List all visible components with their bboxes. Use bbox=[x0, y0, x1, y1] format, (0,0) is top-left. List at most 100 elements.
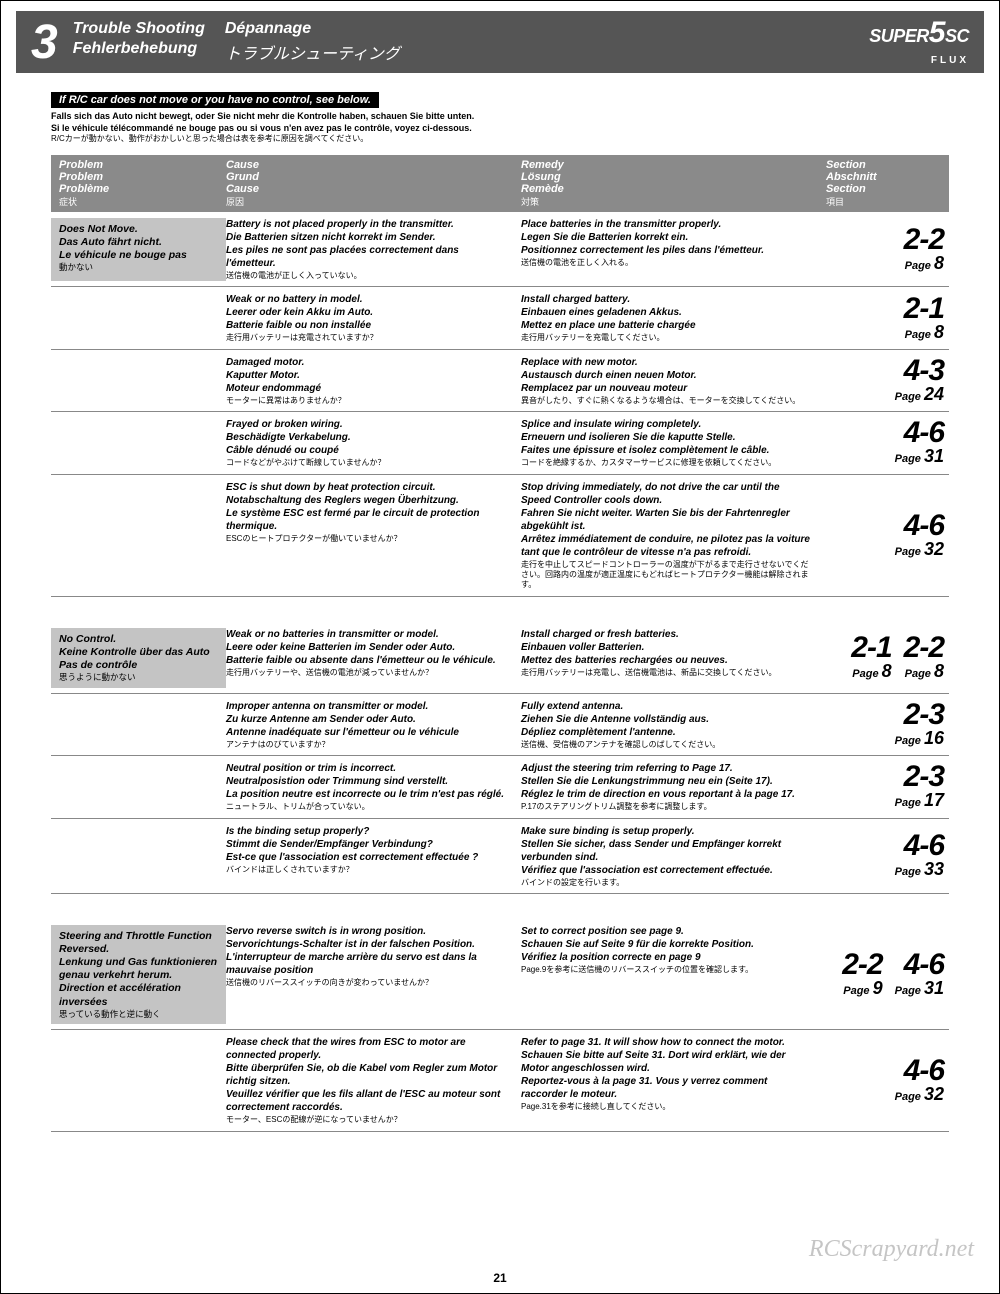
th-label: Lösung bbox=[521, 171, 821, 183]
logo-sc: SC bbox=[945, 26, 969, 46]
th-label: Problem bbox=[59, 159, 226, 171]
group-gap bbox=[16, 1132, 984, 1157]
problem-spacer bbox=[51, 293, 226, 343]
th-label: Problème bbox=[59, 183, 226, 195]
chapter-number: 3 bbox=[31, 15, 58, 70]
group-gap bbox=[16, 597, 984, 622]
section-cell: 4-3Page 24 bbox=[821, 356, 949, 406]
problem-spacer bbox=[51, 700, 226, 750]
chapter-titles: Trouble Shooting Dépannage Fehlerbehebun… bbox=[73, 20, 400, 64]
watermark: RCScrapyard.net bbox=[809, 1236, 974, 1263]
remedy-cell: Set to correct position see page 9.Schau… bbox=[521, 925, 821, 1024]
cause-cell: Improper antenna on transmitter or model… bbox=[226, 700, 521, 750]
group-gap bbox=[16, 894, 984, 919]
table-row: No Control.Keine Kontrolle über das Auto… bbox=[51, 622, 949, 694]
section-ref: 2-3Page 17 bbox=[895, 763, 944, 811]
problem-cell: Does Not Move.Das Auto fährt nicht.Le vé… bbox=[51, 218, 226, 281]
th-label: 対策 bbox=[521, 195, 821, 208]
problem-spacer bbox=[51, 825, 226, 888]
cause-cell: Frayed or broken wiring.Beschädigte Verk… bbox=[226, 418, 521, 468]
table-row: Is the binding setup properly?Stimmt die… bbox=[51, 819, 949, 894]
problem-cell: No Control.Keine Kontrolle über das Auto… bbox=[51, 628, 226, 688]
remedy-cell: Refer to page 31. It will show how to co… bbox=[521, 1036, 821, 1125]
section-cell: 2-3Page 16 bbox=[821, 700, 949, 750]
intro-block: Falls sich das Auto nicht bewegt, oder S… bbox=[51, 110, 984, 145]
remedy-cell: Install charged battery.Einbauen eines g… bbox=[521, 293, 821, 343]
intro-de: Falls sich das Auto nicht bewegt, oder S… bbox=[51, 110, 984, 122]
th-label: Section bbox=[826, 159, 949, 171]
problem-spacer bbox=[51, 1036, 226, 1125]
th-label: Section bbox=[826, 183, 949, 195]
intro-en: If R/C car does not move or you have no … bbox=[51, 92, 379, 108]
problem-spacer bbox=[51, 418, 226, 468]
section-ref: 4-6Page 32 bbox=[895, 1057, 944, 1105]
table-row: Steering and Throttle Function Reversed.… bbox=[51, 919, 949, 1030]
section-ref: 2-2Page 9 bbox=[842, 951, 882, 999]
section-ref: 2-1Page 8 bbox=[851, 634, 891, 682]
section-ref: 2-2Page 8 bbox=[904, 634, 944, 682]
cause-cell: Damaged motor.Kaputter Motor.Moteur endo… bbox=[226, 356, 521, 406]
th-label: Cause bbox=[226, 183, 521, 195]
problem-spacer bbox=[51, 481, 226, 591]
chapter-header: 3 Trouble Shooting Dépannage Fehlerbeheb… bbox=[16, 11, 984, 73]
th-cause: Cause Grund Cause 原因 bbox=[226, 159, 521, 208]
cause-cell: ESC is shut down by heat protection circ… bbox=[226, 481, 521, 591]
cause-cell: Weak or no batteries in transmitter or m… bbox=[226, 628, 521, 688]
th-label: Grund bbox=[226, 171, 521, 183]
title-fr: Dépannage bbox=[225, 20, 400, 38]
remedy-cell: Make sure binding is setup properly.Stel… bbox=[521, 825, 821, 888]
title-jp: トラブルシューティング bbox=[225, 40, 400, 64]
section-ref: 4-6Page 31 bbox=[895, 951, 944, 999]
title-en: Trouble Shooting bbox=[73, 20, 205, 38]
table-row: Damaged motor.Kaputter Motor.Moteur endo… bbox=[51, 350, 949, 412]
th-label: 症状 bbox=[59, 195, 226, 208]
remedy-cell: Adjust the steering trim referring to Pa… bbox=[521, 762, 821, 812]
section-ref: 4-3Page 24 bbox=[895, 357, 944, 405]
table-header: Problem Problem Problème 症状 Cause Grund … bbox=[51, 155, 949, 212]
remedy-cell: Replace with new motor.Austausch durch e… bbox=[521, 356, 821, 406]
page-number: 21 bbox=[1, 1271, 999, 1285]
problem-spacer bbox=[51, 762, 226, 812]
section-cell: 2-3Page 17 bbox=[821, 762, 949, 812]
section-cell: 2-1Page 8 2-2Page 8 bbox=[821, 628, 949, 688]
cause-cell: Is the binding setup properly?Stimmt die… bbox=[226, 825, 521, 888]
problem-group: Steering and Throttle Function Reversed.… bbox=[51, 919, 949, 1132]
section-cell: 4-6Page 31 bbox=[821, 418, 949, 468]
th-label: Cause bbox=[226, 159, 521, 171]
remedy-cell: Install charged or fresh batteries.Einba… bbox=[521, 628, 821, 688]
problem-spacer bbox=[51, 356, 226, 406]
cause-cell: Weak or no battery in model.Leerer oder … bbox=[226, 293, 521, 343]
manual-page: 3 Trouble Shooting Dépannage Fehlerbeheb… bbox=[0, 0, 1000, 1294]
section-ref: 2-1Page 8 bbox=[904, 295, 944, 343]
th-label: 項目 bbox=[826, 195, 949, 208]
problem-group: Does Not Move.Das Auto fährt nicht.Le vé… bbox=[51, 212, 949, 597]
section-cell: 4-6Page 32 bbox=[821, 1036, 949, 1125]
title-de: Fehlerbehebung bbox=[73, 40, 205, 64]
intro-fr: Si le véhicule télécommandé ne bouge pas… bbox=[51, 122, 984, 134]
th-label: Remedy bbox=[521, 159, 821, 171]
th-section: Section Abschnitt Section 項目 bbox=[821, 159, 949, 208]
th-label: Problem bbox=[59, 171, 226, 183]
th-label: Remède bbox=[521, 183, 821, 195]
table-row: Does Not Move.Das Auto fährt nicht.Le vé… bbox=[51, 212, 949, 287]
product-logo: SUPER5SC FLUX bbox=[869, 18, 969, 66]
th-problem: Problem Problem Problème 症状 bbox=[51, 159, 226, 208]
section-cell: 2-1Page 8 bbox=[821, 293, 949, 343]
section-ref: 4-6Page 33 bbox=[895, 832, 944, 880]
troubleshooting-table: Does Not Move.Das Auto fährt nicht.Le vé… bbox=[16, 212, 984, 1157]
section-cell: 4-6Page 32 bbox=[821, 481, 949, 591]
th-label: 原因 bbox=[226, 195, 521, 208]
remedy-cell: Fully extend antenna.Ziehen Sie die Ante… bbox=[521, 700, 821, 750]
cause-cell: Neutral position or trim is incorrect.Ne… bbox=[226, 762, 521, 812]
intro-jp: R/Cカーが動かない、動作がおかしいと思った場合は表を参考に原因を調べてください… bbox=[51, 134, 984, 145]
section-ref: 4-6Page 32 bbox=[895, 512, 944, 560]
section-ref: 4-6Page 31 bbox=[895, 419, 944, 467]
table-row: Frayed or broken wiring.Beschädigte Verk… bbox=[51, 412, 949, 474]
cause-cell: Battery is not placed properly in the tr… bbox=[226, 218, 521, 281]
section-cell: 4-6Page 33 bbox=[821, 825, 949, 888]
logo-sub: FLUX bbox=[931, 55, 969, 66]
th-remedy: Remedy Lösung Remède 対策 bbox=[521, 159, 821, 208]
problem-group: No Control.Keine Kontrolle über das Auto… bbox=[51, 622, 949, 894]
table-row: ESC is shut down by heat protection circ… bbox=[51, 475, 949, 597]
table-row: Weak or no battery in model.Leerer oder … bbox=[51, 287, 949, 349]
